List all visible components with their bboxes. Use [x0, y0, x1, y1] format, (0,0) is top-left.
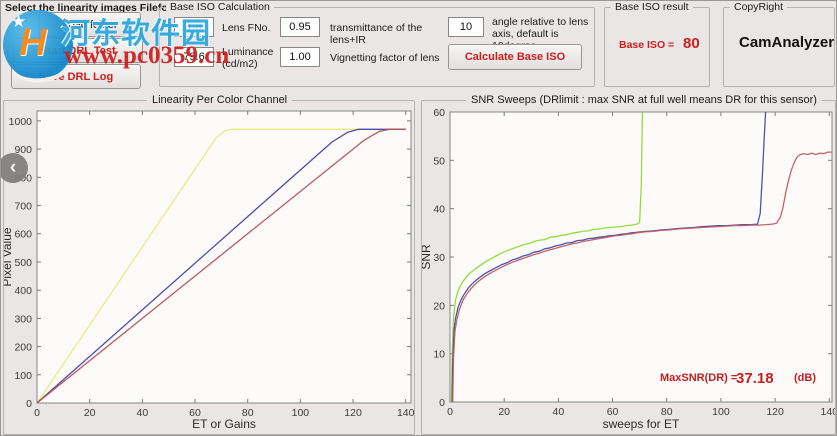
- base-iso-panel-title: Base ISO Calculation: [166, 1, 274, 13]
- snr-chart-title: SNR Sweeps (DRlimit : max SNR at full we…: [466, 94, 822, 106]
- svg-text:20: 20: [433, 300, 445, 312]
- svg-text:0: 0: [447, 406, 453, 418]
- transmittance-label: transmittance of the lens+IR: [330, 22, 423, 47]
- svg-text:50: 50: [433, 155, 445, 167]
- linearity-chart: 0 20 40 60 80 100 120 140 0 100 200 300 400 500 600 700…: [4, 110, 414, 431]
- svg-text:120: 120: [344, 407, 362, 419]
- base-iso-result-label: Base ISO =: [619, 39, 675, 51]
- vignetting-label: Vignetting factor of lens: [330, 52, 440, 64]
- svg-text:60: 60: [607, 406, 619, 418]
- svg-text:120: 120: [766, 406, 784, 418]
- svg-text:140: 140: [821, 406, 835, 418]
- svg-text:20: 20: [498, 406, 510, 418]
- svg-text:400: 400: [14, 285, 32, 297]
- svg-text:0: 0: [34, 407, 40, 419]
- linearity-chart-panel: Linearity Per Color Channel 0 20 40 60 80 100…: [3, 94, 415, 435]
- site-logo-icon: ★ H: [3, 10, 78, 87]
- snr-chart-panel: SNR Sweeps (DRlimit : max SNR at full we…: [421, 94, 836, 435]
- snr-chart: 0204060801001201400102030405060sweeps fo…: [422, 107, 835, 431]
- chevron-left-icon: ‹: [9, 157, 17, 178]
- lens-fno-input[interactable]: [174, 17, 214, 37]
- svg-text:80: 80: [661, 406, 673, 418]
- vignetting-input[interactable]: [280, 47, 320, 67]
- svg-text:100: 100: [14, 370, 32, 382]
- svg-text:700: 700: [14, 201, 32, 213]
- svg-text:100: 100: [712, 406, 730, 418]
- back-nav-button[interactable]: ‹: [1, 153, 28, 183]
- svg-text:60: 60: [189, 407, 201, 419]
- svg-text:0: 0: [26, 398, 32, 410]
- star-icon: ★: [11, 12, 27, 31]
- svg-text:40: 40: [553, 406, 565, 418]
- base-iso-result-value: 80: [683, 35, 700, 52]
- svg-text:30: 30: [433, 252, 445, 264]
- select-folder-label: Select the linearity images Filefolder: [5, 2, 188, 14]
- svg-text:Pixel Value: Pixel Value: [4, 227, 14, 286]
- svg-text:ET or Gains: ET or Gains: [192, 417, 256, 431]
- base-iso-result-panel: Base ISO result Base ISO = 80: [604, 1, 710, 87]
- svg-text:20: 20: [84, 407, 96, 419]
- svg-text:MaxSNR(DR) =: MaxSNR(DR) =: [660, 372, 737, 384]
- svg-text:300: 300: [14, 313, 32, 325]
- svg-text:500: 500: [14, 257, 32, 269]
- lens-fno-label: Lens FNo.: [222, 22, 271, 34]
- svg-text:0: 0: [439, 397, 445, 409]
- svg-text:SNR: SNR: [422, 244, 433, 270]
- copyright-panel: CopyRight CamAnalyzer: [723, 1, 835, 87]
- base-iso-result-title: Base ISO result: [611, 1, 693, 13]
- svg-text:40: 40: [137, 407, 149, 419]
- svg-text:140: 140: [397, 407, 414, 419]
- svg-text:1000: 1000: [9, 116, 33, 128]
- logo-letter: H: [19, 22, 47, 64]
- svg-text:10: 10: [433, 349, 445, 361]
- angle-input[interactable]: [448, 17, 484, 37]
- watermark-site-url: www.pc0359.cn: [64, 42, 230, 69]
- svg-text:37.18: 37.18: [736, 370, 774, 387]
- copyright-title: CopyRight: [730, 1, 788, 13]
- svg-text:40: 40: [433, 204, 445, 216]
- svg-text:900: 900: [14, 144, 32, 156]
- svg-text:sweeps for ET: sweeps for ET: [603, 417, 680, 431]
- svg-text:60: 60: [433, 107, 445, 119]
- transmittance-input[interactable]: [280, 17, 320, 37]
- svg-text:80: 80: [242, 407, 254, 419]
- luminance-input[interactable]: [174, 47, 214, 67]
- calculate-base-iso-button[interactable]: Calculate Base ISO: [448, 44, 582, 70]
- luminance-label: Luminance(cd/m2): [222, 46, 274, 71]
- app-brand-text: CamAnalyzer: [739, 34, 835, 51]
- svg-text:(dB): (dB): [794, 372, 816, 384]
- watermark-site-name: 河东软件园: [61, 18, 212, 50]
- base-iso-calculation-panel: Base ISO Calculation Lens FNo. transmitt…: [159, 1, 595, 87]
- svg-text:200: 200: [14, 342, 32, 354]
- svg-text:100: 100: [292, 407, 310, 419]
- linearity-chart-title: Linearity Per Color Channel: [147, 94, 293, 106]
- svg-text:600: 600: [14, 229, 32, 241]
